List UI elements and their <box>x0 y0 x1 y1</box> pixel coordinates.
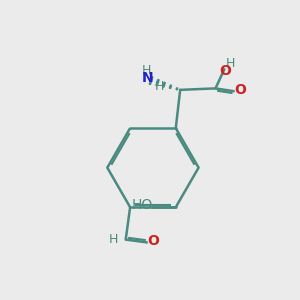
Text: H: H <box>109 233 118 246</box>
Text: HO: HO <box>131 198 152 212</box>
Text: H: H <box>226 58 236 70</box>
Text: O: O <box>219 64 231 78</box>
Text: O: O <box>235 83 247 97</box>
Text: O: O <box>148 234 160 248</box>
Text: N: N <box>141 71 153 85</box>
Text: H: H <box>142 64 151 76</box>
Text: H: H <box>154 80 164 92</box>
